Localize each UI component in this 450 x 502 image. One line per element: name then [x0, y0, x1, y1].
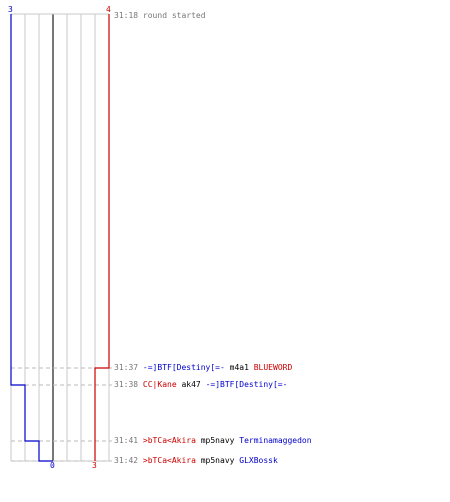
- event-row-kill: 31:41 >bTCa<Akira mp5navy Terminamaggedo…: [114, 436, 312, 446]
- killer-name: >bTCa<Akira: [142, 456, 196, 465]
- weapon-name: mp5navy: [200, 456, 235, 465]
- event-time: 31:41: [114, 436, 139, 445]
- event-guides: [11, 367, 112, 462]
- victim-name: GLXBossk: [239, 456, 278, 465]
- blue-team-line: [10, 14, 53, 462]
- event-time: 31:37: [114, 363, 139, 372]
- victim-name: Terminamaggedon: [239, 436, 312, 445]
- killer-name: CC|Kane: [142, 380, 177, 389]
- red-start-count: 4: [106, 5, 111, 14]
- weapon-name: ak47: [181, 380, 201, 389]
- killer-name: -=]BTF[Destiny[=-: [142, 363, 225, 372]
- event-text: round started: [142, 11, 206, 20]
- event-time: 31:38: [114, 380, 139, 389]
- blue-start-count: 3: [8, 5, 13, 14]
- killer-name: >bTCa<Akira: [142, 436, 196, 445]
- grid-lines: [10, 13, 110, 462]
- event-row-kill: 31:37 -=]BTF[Destiny[=- m4a1 BLUEWORD: [114, 363, 292, 373]
- red-team-line: [94, 14, 110, 461]
- victim-name: -=]BTF[Destiny[=-: [205, 380, 288, 389]
- event-row-kill: 31:38 CC|Kane ak47 -=]BTF[Destiny[=-: [114, 380, 287, 390]
- red-end-count: 3: [92, 461, 97, 470]
- weapon-name: mp5navy: [200, 436, 235, 445]
- blue-end-count: 0: [50, 461, 55, 470]
- event-time: 31:42: [114, 456, 139, 465]
- event-row-kill: 31:42 >bTCa<Akira mp5navy GLXBossk: [114, 456, 278, 466]
- event-row-round-start: 31:18 round started: [114, 11, 206, 21]
- event-time: 31:18: [114, 11, 139, 20]
- victim-name: BLUEWORD: [253, 363, 293, 372]
- weapon-name: m4a1: [229, 363, 249, 372]
